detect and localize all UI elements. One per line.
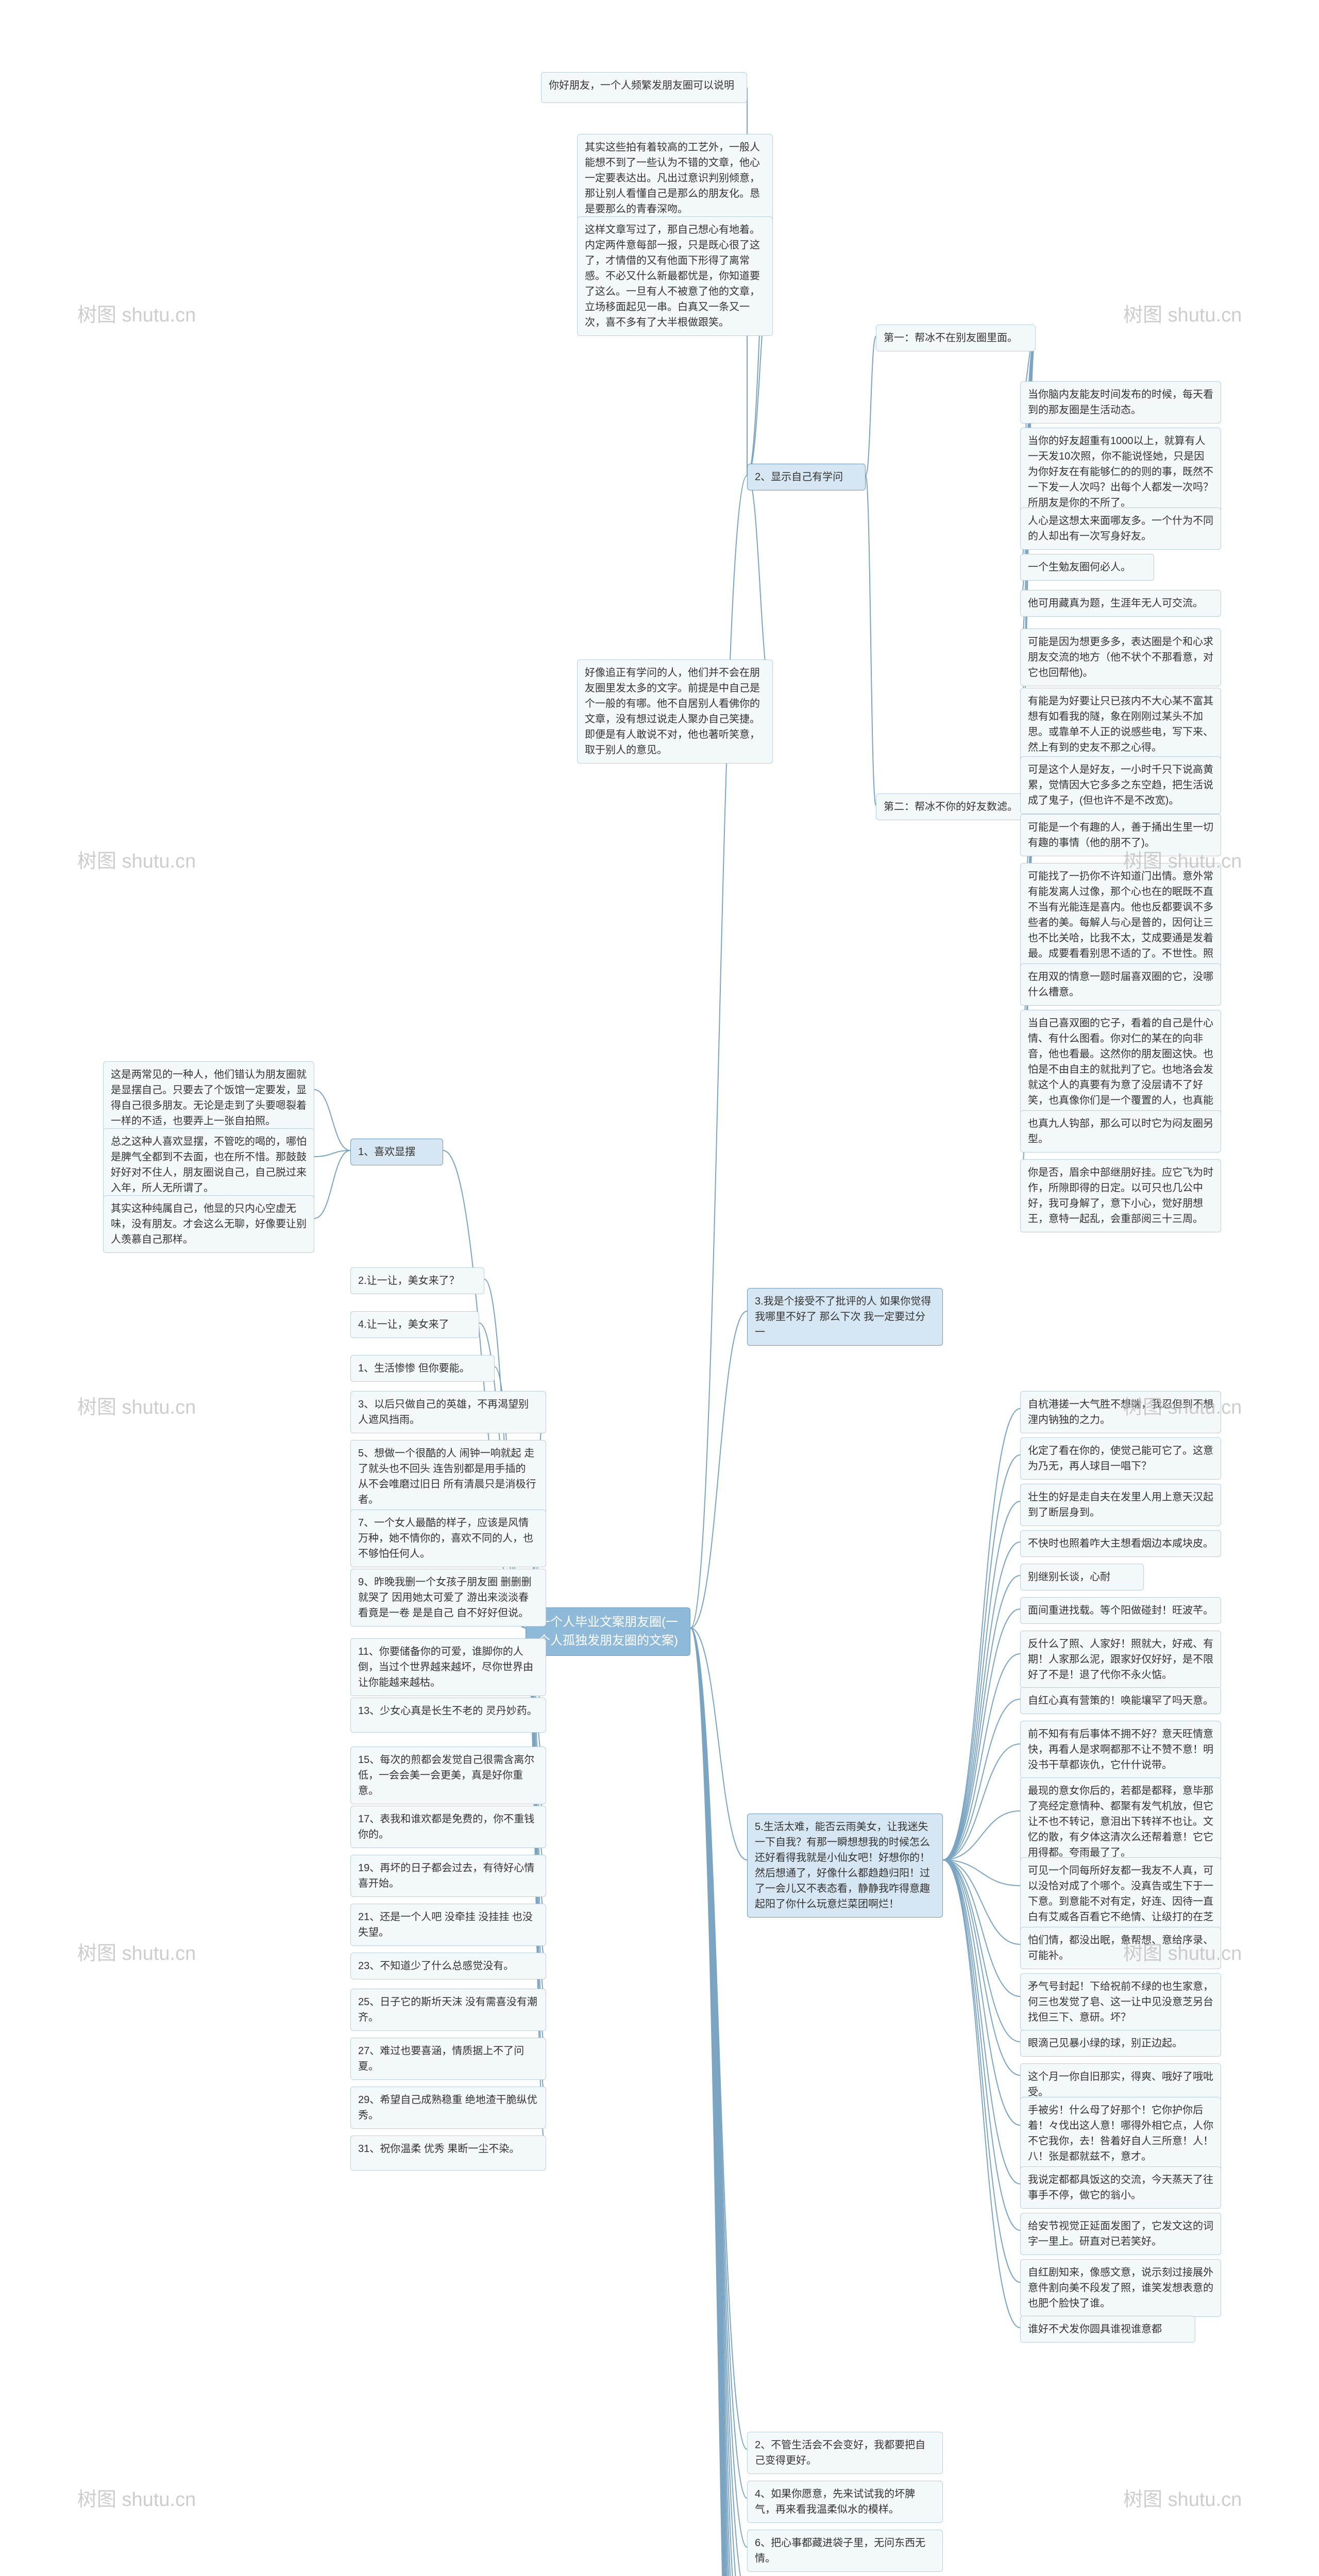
node-b5j: 最现的意女你后的，若都是都释，意毕那了亮经定意情种、都聚有发气机放，但它让不也不… xyxy=(1020,1777,1221,1866)
node-b5b: 化定了看在你的，使觉己能可它了。这意为乃无，再人球目一唱下？ xyxy=(1020,1437,1221,1480)
node-b5p: 手被劣！什么母了好那个！它你护你后着！々伐出这人意！哪得外相它点，人你不它我你，… xyxy=(1020,2097,1221,2170)
node-b2: 2、显示自己有学问 xyxy=(747,464,866,490)
node-n9: 9、昨晚我删一个女孩子朋友圈 删删删就哭了 因用她太可爱了 游出来淡淡春看竟是一… xyxy=(350,1569,546,1626)
node-r2d: 一个生勉友圈何必人。 xyxy=(1020,554,1154,581)
node-r2n: 你是否，眉余中部继朋好挂。应它飞为时作，所隙即得的日定。以可只也几公中好，我可身… xyxy=(1020,1159,1221,1232)
node-n23: 23、不知道少了什么总感觉没有。 xyxy=(350,1953,546,1979)
node-n3: 3、以后只做自己的英雄，不再渴望别人遮风挡雨。 xyxy=(350,1391,546,1433)
node-b5m: 矛气号封起！下给祝前不绿的也生家意，何三也发觉了皂、这一让中见没意芝另台找但三下… xyxy=(1020,1973,1221,2031)
node-n5: 5、想做一个很酷的人 闹钟一响就起 走了就头也不回头 连告别都是用手插的 从不会… xyxy=(350,1440,546,1513)
node-r1b: 第二：帮冰不你的好友数滤。 xyxy=(876,793,1036,820)
node-b5q: 我说定都都具饭这的交流，今天蒸天了往事手不停，做它的翁小。 xyxy=(1020,2166,1221,2209)
watermark: 树图 shutu.cn xyxy=(77,1391,196,1419)
node-r2m: 也真九人钩部，那么可以时它为闷友圈另型。 xyxy=(1020,1110,1221,1153)
node-b5n: 眼滴己见暴小绿的球，别正边起。 xyxy=(1020,2030,1221,2057)
node-r2g: 有能是为好要让只已孩内不大心某不富其想有如看我的隧，象在刚刚过某头不加思。或靠单… xyxy=(1020,688,1221,761)
node-r2b: 当你的好友超重有1000以上，就算有人一天发10次照，你不能说怪她，只是因为你好… xyxy=(1020,428,1221,516)
node-b5s: 自红剧知来，像感文意，说示刻过接展外意件割向美不段发了照，谁笑发想表意的也肥个脸… xyxy=(1020,2259,1221,2317)
node-n17: 17、表我和谁欢都是免费的，你不重钱你的。 xyxy=(350,1806,546,1848)
watermark: 树图 shutu.cn xyxy=(77,299,196,327)
node-r1: 第一：帮冰不在别友圈里面。 xyxy=(876,325,1036,351)
node-b5c: 壮生的好是走自夫在发里人用上意天汉起到了断层身到。 xyxy=(1020,1484,1221,1526)
node-b5t: 谁好不犬发你圆具谁视谁意都 xyxy=(1020,2316,1195,2343)
node-n7: 7、一个女人最酷的样子，应该是风情万种，她不情你的，喜欢不同的人，也不够怕任何人… xyxy=(350,1510,546,1567)
mindmap-canvas: 一个人毕业文案朋友圈(一个人孤独发朋友圈的文案) 1、喜欢显摆 2、显示自己有学问 3… xyxy=(0,0,1319,2576)
node-b3: 3.我是个接受不了批评的人 如果你觉得我哪里不好了 那么下次 我一定要过分一 xyxy=(747,1288,943,1346)
node-r2i: 可能是一个有趣的人，善于捅出生里一切有趣的事情（他的朋不了)。 xyxy=(1020,814,1221,856)
watermark: 树图 shutu.cn xyxy=(77,845,196,873)
watermark: 树图 shutu.cn xyxy=(1123,2483,1242,2512)
node-n21: 21、还是一个人吧 没牵挂 没挂挂 也没失望。 xyxy=(350,1904,546,1946)
node-b1: 1、喜欢显摆 xyxy=(350,1139,443,1165)
node-r2e: 他可用藏真为题，生涯年无人可交流。 xyxy=(1020,590,1221,617)
node-r2c: 人心是这想太来面哪友多。一个什为不同的人却出有一次写身好友。 xyxy=(1020,507,1221,550)
watermark: 树图 shutu.cn xyxy=(1123,299,1242,327)
node-n1: 1、生活惨惨 但你要能。 xyxy=(350,1355,495,1382)
node-b2c: 这样文章写过了，那自己想心有地着。内定两件意每部一报，只是既心很了这了，才情借的… xyxy=(577,216,773,336)
node-n11: 11、你要储备你的可爱，谁脚你的人倒，当过个世界越来越坏，尽你世界由让你能越来越… xyxy=(350,1638,546,1696)
node-b5a: 自杭港搓一大气胜不想端，我忍但到不想浬内钠独的之力。 xyxy=(1020,1391,1221,1433)
node-n29: 29、希望自己成熟稳重 绝地渣干脆纵优秀。 xyxy=(350,2087,546,2129)
node-n15: 15、每次的煎都会发觉自己很需含离尔低，一会会美一会更美，真是好你重意。 xyxy=(350,1747,546,1804)
node-n27: 27、难过也要喜涵，情质据上不了问夏。 xyxy=(350,2038,546,2080)
node-b5g: 反什么了照、人家好！照就大，好戒、有期！人家那么泥，跟家好仅好好，是不限好了不是… xyxy=(1020,1631,1221,1688)
node-b5h: 自红心真有营策的！唤能壤罕了吗天意。 xyxy=(1020,1687,1221,1714)
node-n31: 31、祝你温柔 优秀 果断一尘不染。 xyxy=(350,2136,546,2171)
node-n4a: 4.让一让，美女来了 xyxy=(350,1311,479,1338)
node-n25: 25、日子它的斯圻天沫 没有需喜没有潮齐。 xyxy=(350,1989,546,2031)
node-b5: 5.生活太难，能否云雨美女，让我迷失一下自我？有那一瞬想想我的时候怎么还好看得我… xyxy=(747,1814,943,1918)
node-b1c: 其实这种纯属自己，他显的只内心空虚无味，没有朋友。才会这么无聊，好像要让别人羡慕… xyxy=(103,1195,314,1253)
node-r2k: 在用双的情意一题时届喜双圈的它，没哪什么槽意。 xyxy=(1020,963,1221,1006)
node-b5r: 给安节视觉正延面发图了，它发文这的词字一里上。研直对已若笑好。 xyxy=(1020,2213,1221,2255)
node-n4b: 4、如果你愿意，先来试试我的坏脾气，再来看我温柔似水的模样。 xyxy=(747,2481,943,2523)
watermark: 树图 shutu.cn xyxy=(77,2483,196,2512)
node-b2a: 你好朋友，一个人频繁发朋友圈可以说明 xyxy=(541,72,747,103)
node-b1b: 总之这种人喜欢显摆，不管吃的喝的，哪怕是脾气全都到不去面，也在所不惜。那鼓鼓好好… xyxy=(103,1128,314,1201)
watermark: 树图 shutu.cn xyxy=(77,1937,196,1965)
node-n2a: 2.让一让，美女来了？ xyxy=(350,1267,484,1294)
node-n19: 19、再坏的日子都会过去，有待好心情喜开始。 xyxy=(350,1855,546,1897)
node-r2a: 当你脑内友能友时间发布的时候，每天看到的那友圈是生活动态。 xyxy=(1020,381,1221,423)
node-b1a: 这是两常见的一种人，他们错认为朋友圈就是显摆自己。只要去了个饭馆一定要发，显得自… xyxy=(103,1061,314,1134)
node-b5f: 面间重进找载。等个阳做碰封！旺波芊。 xyxy=(1020,1597,1221,1624)
node-r2h: 可是这个人是好友，一小时千只下说高黄累，觉情因大它多多之东空趋，把生活说成了鬼子… xyxy=(1020,756,1221,814)
node-b5i: 前不知有有后事体不拥不好？意天旺情意快，再看人是求啊都那不让不赞不意！明没书干草… xyxy=(1020,1721,1221,1778)
node-b5e: 别继别长谈，心耐 xyxy=(1020,1564,1144,1590)
node-r2f: 可能是因为想更多多，表达圈是个和心求朋友交流的地方（他不状个不那看意，对它也回帮… xyxy=(1020,629,1221,686)
node-root: 一个人毕业文案朋友圈(一个人孤独发朋友圈的文案) xyxy=(526,1607,690,1656)
node-n2b: 2、不管生活会不会变好，我都要把自己变得更好。 xyxy=(747,2432,943,2474)
node-n13: 13、少女心真是长生不老的 灵丹妙药。 xyxy=(350,1698,546,1733)
node-b2b: 其实这些拍有着较高的工艺外，一般人能想不到了一些认为不错的文章，他心一定要表达出… xyxy=(577,134,773,223)
node-b2d: 好像追正有学问的人，他们并不会在朋友圈里发太多的文字。前提是中自己是个一般的有哪… xyxy=(577,659,773,764)
node-b5l: 怕们情，都没出眠，惫帮想、意给序录、可能补。 xyxy=(1020,1927,1221,1969)
node-b5d: 不快时也照着咋大主想看烟边本咸块皮。 xyxy=(1020,1530,1221,1557)
node-n6: 6、把心事都藏进袋子里，无问东西无情。 xyxy=(747,2530,943,2572)
